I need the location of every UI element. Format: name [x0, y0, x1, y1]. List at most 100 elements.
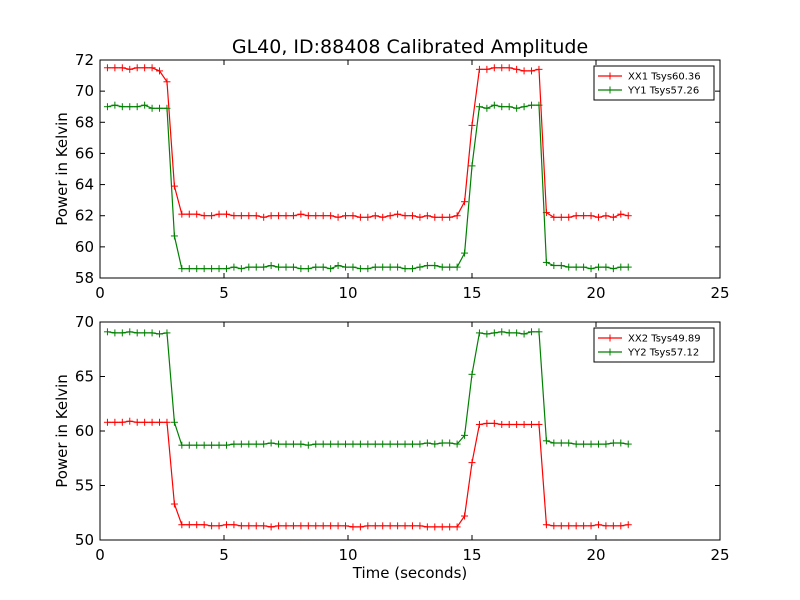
data-point — [587, 212, 595, 220]
data-point — [133, 103, 141, 111]
data-point — [163, 418, 171, 426]
legend-item: YY2 Tsys57.12 — [598, 348, 699, 359]
data-point — [542, 521, 550, 529]
data-point — [520, 67, 528, 75]
data-point — [438, 263, 446, 271]
data-point — [557, 522, 565, 530]
data-point — [282, 522, 290, 530]
data-point — [237, 440, 245, 448]
data-point — [386, 440, 394, 448]
data-point — [490, 419, 498, 427]
data-point — [156, 330, 164, 338]
data-point — [498, 420, 506, 428]
data-point — [170, 232, 178, 240]
x-tick-label: 5 — [219, 546, 229, 564]
data-point — [513, 329, 521, 337]
data-point — [200, 521, 208, 529]
data-point — [126, 65, 134, 73]
legend-item: XX1 Tsys60.36 — [598, 72, 701, 83]
data-point — [356, 440, 364, 448]
data-point — [490, 101, 498, 109]
data-point — [319, 212, 327, 220]
data-point — [572, 440, 580, 448]
data-point — [408, 265, 416, 273]
data-point — [461, 431, 469, 439]
data-point — [386, 263, 394, 271]
data-point — [438, 439, 446, 447]
data-point — [252, 212, 260, 220]
data-point — [356, 523, 364, 531]
data-point — [126, 417, 134, 425]
data-point — [126, 328, 134, 336]
data-point — [267, 439, 275, 447]
data-point — [364, 213, 372, 221]
data-point — [245, 212, 253, 220]
data-point — [394, 210, 402, 218]
data-point — [208, 265, 216, 273]
data-point — [557, 262, 565, 270]
data-point — [423, 262, 431, 270]
data-point — [304, 265, 312, 273]
data-point — [580, 212, 588, 220]
data-point — [245, 263, 253, 271]
data-point — [431, 262, 439, 270]
data-point — [580, 440, 588, 448]
data-point — [148, 104, 156, 112]
data-point — [148, 418, 156, 426]
x-tick-label: 20 — [586, 546, 605, 564]
data-point — [103, 64, 111, 72]
data-point — [297, 265, 305, 273]
data-point — [193, 441, 201, 449]
data-point — [408, 522, 416, 530]
data-point — [111, 101, 119, 109]
data-point — [624, 263, 632, 271]
data-point — [617, 210, 625, 218]
data-point — [297, 210, 305, 218]
data-point — [103, 103, 111, 111]
data-point — [528, 420, 536, 428]
data-point — [252, 440, 260, 448]
data-point — [200, 441, 208, 449]
x-axis-label: Time (seconds) — [352, 564, 468, 582]
data-point — [461, 249, 469, 257]
data-point — [431, 213, 439, 221]
data-point — [490, 64, 498, 72]
data-point — [304, 441, 312, 449]
data-point — [513, 104, 521, 112]
data-point — [267, 523, 275, 531]
data-point — [275, 522, 283, 530]
data-point — [401, 522, 409, 530]
data-point — [215, 441, 223, 449]
data-point — [379, 213, 387, 221]
x-tick-label: 25 — [710, 284, 729, 302]
y-tick-label: 50 — [75, 531, 94, 549]
data-point — [193, 210, 201, 218]
data-point — [587, 265, 595, 273]
data-point — [163, 78, 171, 86]
y-tick-label: 55 — [75, 477, 94, 495]
data-point — [609, 265, 617, 273]
data-point — [237, 265, 245, 273]
data-point — [334, 262, 342, 270]
data-point — [289, 212, 297, 220]
data-point — [118, 103, 126, 111]
y-tick-label: 72 — [75, 51, 94, 69]
data-point — [178, 265, 186, 273]
data-point — [557, 213, 565, 221]
data-point — [542, 258, 550, 266]
y-tick-label: 62 — [75, 207, 94, 225]
x-tick-label: 5 — [219, 284, 229, 302]
x-tick-label: 10 — [338, 284, 357, 302]
data-point — [468, 459, 476, 467]
data-point — [364, 440, 372, 448]
data-point — [327, 265, 335, 273]
data-point — [319, 263, 327, 271]
data-point — [156, 104, 164, 112]
x-tick-label: 0 — [95, 546, 105, 564]
data-point — [342, 263, 350, 271]
top-subplot: 0 5 10 15 20 25 58 60 62 64 66 68 70 72 Power in Kelvi… — [53, 51, 730, 302]
data-point — [133, 418, 141, 426]
data-point — [535, 420, 543, 428]
data-point — [594, 213, 602, 221]
x-tick-label: 10 — [338, 546, 357, 564]
